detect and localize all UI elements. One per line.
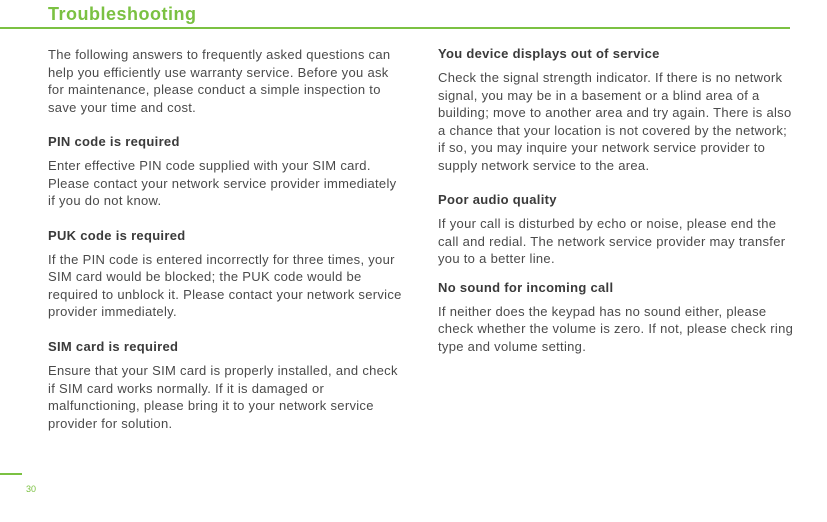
section-body-audio: If your call is disturbed by echo or noi…: [438, 215, 796, 268]
section-heading-no-sound: No sound for incoming call: [438, 280, 796, 295]
section-heading-out-of-service: You device displays out of service: [438, 46, 796, 61]
section-body-pin: Enter effective PIN code supplied with y…: [48, 157, 406, 210]
content-area: The following answers to frequently aske…: [48, 46, 796, 450]
page-number: 30: [26, 484, 36, 494]
section-body-puk: If the PIN code is entered incorrectly f…: [48, 251, 406, 321]
section-heading-puk: PUK code is required: [48, 228, 406, 243]
section-body-out-of-service: Check the signal strength indicator. If …: [438, 69, 796, 174]
section-body-sim: Ensure that your SIM card is properly in…: [48, 362, 406, 432]
page-title: Troubleshooting: [48, 4, 827, 25]
section-body-no-sound: If neither does the keypad has no sound …: [438, 303, 796, 356]
title-underline: [0, 27, 790, 29]
section-heading-pin: PIN code is required: [48, 134, 406, 149]
left-column: The following answers to frequently aske…: [48, 46, 406, 450]
footer-accent-line: [0, 473, 22, 475]
intro-text: The following answers to frequently aske…: [48, 46, 406, 116]
section-heading-audio: Poor audio quality: [438, 192, 796, 207]
right-column: You device displays out of service Check…: [438, 46, 796, 450]
section-heading-sim: SIM card is required: [48, 339, 406, 354]
